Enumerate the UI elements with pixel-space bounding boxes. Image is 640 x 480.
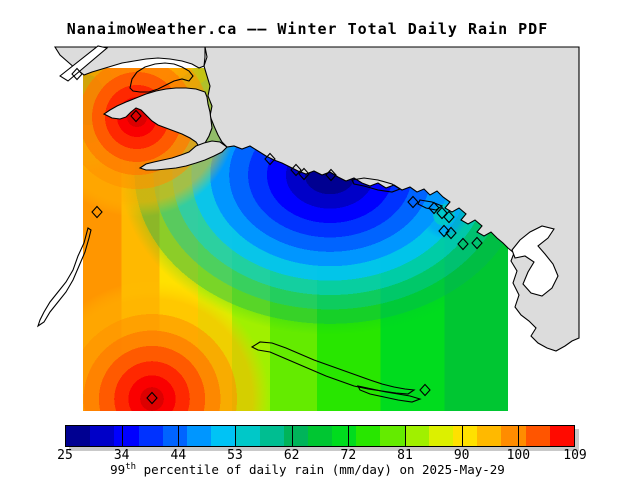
station-marker: [407, 195, 419, 209]
colorbar-tick-label: 72: [340, 448, 357, 463]
colorbar-segment: [138, 426, 163, 446]
colorbar-tick-line: [518, 425, 520, 447]
station-marker: [436, 206, 448, 220]
station-marker: [91, 205, 103, 219]
colorbar-tick-line: [178, 425, 180, 447]
station-markers: [71, 67, 483, 405]
colorbar-segment: [66, 426, 91, 446]
colorbar-tick-line: [405, 425, 406, 447]
station-marker: [298, 167, 310, 181]
station-marker: [325, 168, 337, 182]
colorbar-tick-line: [291, 425, 293, 447]
colorbar-tick-line: [348, 425, 350, 447]
station-marker: [457, 237, 469, 251]
colorbar-segment: [477, 426, 502, 446]
station-marker: [438, 224, 450, 238]
coastal-islet-outline-1: [351, 177, 402, 193]
colorbar-segment: [211, 426, 236, 446]
station-marker: [428, 201, 440, 215]
colorbar-tick-label: 62: [283, 448, 300, 463]
colorbar-tick-line: [235, 425, 236, 447]
colorbar-tick-labels: 25 34 44 53 62 72 81 90 100 109: [57, 448, 587, 463]
page-title: NanaimoWeather.ca —— Winter Total Daily …: [66, 20, 549, 38]
colorbar-segment: [356, 426, 381, 446]
colorbar-segment: [114, 426, 139, 446]
colorbar-segment: [259, 426, 284, 446]
station-marker: [443, 210, 455, 224]
colorbar-segment: [307, 426, 333, 446]
island-outline-north: [129, 62, 194, 93]
colorbar-tick-label: 34: [113, 448, 130, 463]
colorbar-segment: [283, 426, 308, 446]
station-marker: [419, 383, 431, 397]
colorbar-segment: [549, 426, 574, 446]
colorbar-segment: [235, 426, 260, 446]
texada-island-outline: [250, 341, 416, 395]
colorbar-segment: [90, 426, 115, 446]
station-marker: [290, 163, 302, 177]
colorbar-segment: [404, 426, 429, 446]
west-coast-sliver: [36, 227, 92, 328]
colorbar-segment: [428, 426, 453, 446]
colorbar-segment: [332, 426, 357, 446]
station-marker: [264, 152, 276, 166]
lasqueti-island-outline: [356, 385, 422, 403]
colorbar-segment: [501, 426, 526, 446]
station-marker: [71, 67, 83, 81]
station-marker: [471, 236, 483, 250]
colorbar-tick-label: 25: [57, 448, 73, 463]
colorbar-tick-line: [121, 425, 123, 447]
coastal-strip: [138, 140, 228, 171]
caption-text: percentile of daily rain (mm/day) on 202…: [136, 462, 505, 478]
colorbar-tick-label: 44: [170, 448, 187, 463]
colorbar-tick-label: 90: [453, 448, 470, 463]
mainland-landmass: [203, 46, 580, 352]
colorbar-segment: [380, 426, 405, 446]
caption-prefix: 99: [110, 462, 126, 478]
caption-superscript: th: [125, 462, 137, 472]
colorbar-tick-label: 81: [397, 448, 413, 463]
colorbar-segment: [525, 426, 550, 446]
station-marker: [146, 391, 158, 405]
colorbar-segment: [186, 426, 212, 446]
colorbar-tick-label: 100: [506, 448, 531, 463]
colorbar: [65, 425, 579, 451]
colorbar-tick-line: [461, 425, 463, 447]
station-marker: [445, 226, 457, 240]
colorbar-scale: [65, 425, 575, 447]
colorbar-segment: [162, 426, 187, 446]
colorbar-tick-label: 109: [563, 448, 587, 463]
colorbar-segment: [453, 426, 478, 446]
colorbar-caption: 99th percentile of daily rain (mm/day) o…: [0, 462, 615, 477]
east-inlet: [511, 225, 559, 297]
fjord-channel: [59, 45, 109, 82]
colorbar-tick-label: 53: [227, 448, 243, 463]
station-marker: [130, 109, 142, 123]
coastal-islet-outline-2: [417, 199, 444, 211]
peninsula-arm: [102, 87, 213, 149]
